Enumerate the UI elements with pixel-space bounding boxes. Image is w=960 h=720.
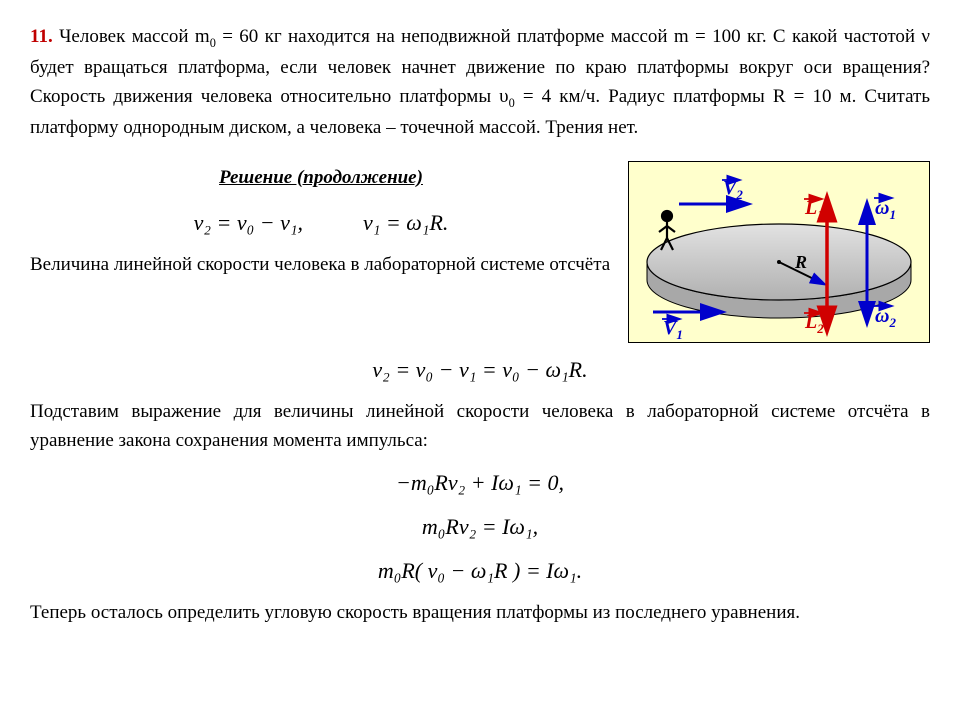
problem-text-1: Человек массой m — [59, 26, 210, 47]
problem-statement: 11. Человек массой m0 = 60 кг находится … — [30, 22, 930, 143]
equation-1: v₂ = v₀ − v₁, v₁ = ω₁R. — [30, 206, 612, 240]
equation-2: v₂ = v₀ − v₁ = v₀ − ω₁R. — [30, 353, 930, 387]
label-R: R — [794, 252, 807, 272]
body-text-3: Теперь осталось определить угловую скоро… — [30, 598, 930, 627]
equation-4: m₀Rv₂ = Iω₁, — [30, 510, 930, 544]
body-text-2: Подставим выражение для величины линейно… — [30, 397, 930, 456]
label-L1: L1 — [804, 197, 824, 222]
equation-3: −m₀Rv₂ + Iω₁ = 0, — [30, 466, 930, 500]
section-title: Решение (продолжение) — [30, 163, 612, 192]
label-w2: ω2 — [875, 305, 896, 330]
eq1a: v₂ = v₀ − v₁, — [194, 206, 303, 240]
label-V1: V1 — [663, 317, 683, 342]
problem-number: 11. — [30, 26, 53, 47]
physics-diagram: R V2 V1 — [628, 161, 930, 343]
eq1b: v₁ = ω₁R. — [363, 206, 448, 240]
label-w1: ω1 — [875, 197, 896, 222]
equation-5: m₀R( v₀ − ω₁R ) = Iω₁. — [30, 554, 930, 588]
body-text-1: Величина линейной скорости человека в ла… — [30, 250, 612, 279]
